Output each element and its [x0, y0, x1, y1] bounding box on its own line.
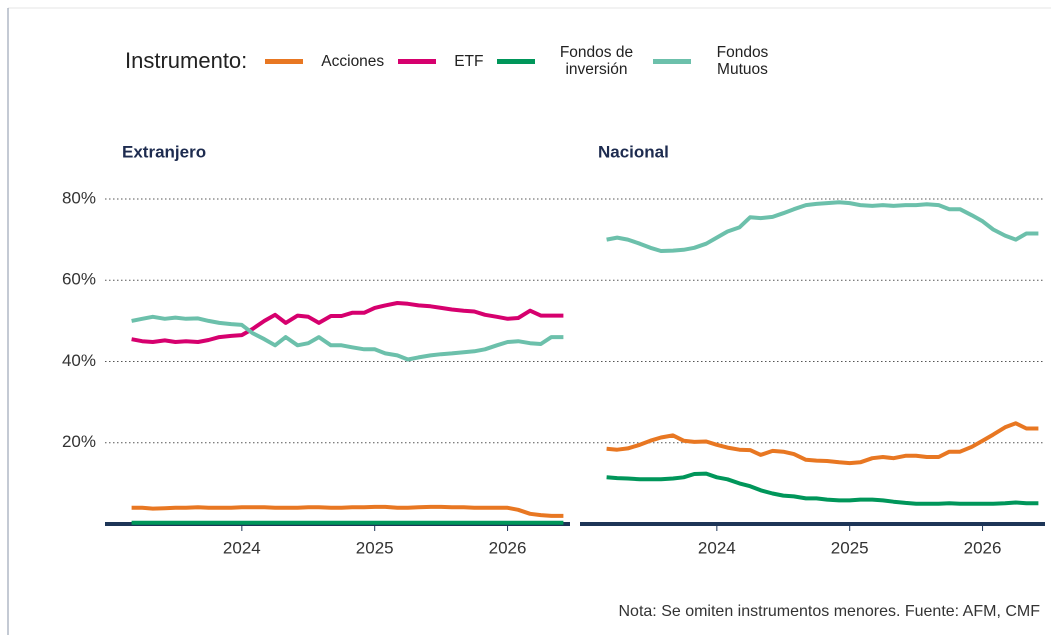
y-tick-label: 60%	[62, 270, 96, 289]
legend-item: Fondos Mutuos	[653, 44, 775, 78]
facet-title: Extranjero	[122, 142, 206, 161]
x-tick-label: 2025	[356, 538, 394, 557]
facet-title: Nacional	[598, 142, 669, 161]
note: Nota: Se omiten instrumentos menores. Fu…	[619, 603, 1041, 620]
series-line	[606, 200, 1039, 253]
x-tick-label: 2024	[223, 538, 261, 557]
series-line	[606, 471, 1039, 506]
y-tick-label: 20%	[62, 432, 96, 451]
legend-item: Acciones	[265, 53, 384, 70]
legend-title: Instrumento:	[125, 48, 248, 73]
x-tick-label: 2026	[489, 538, 527, 557]
legend-label: ETF	[454, 52, 484, 70]
legend-swatch	[497, 58, 536, 64]
x-tick-label: 2026	[964, 538, 1002, 557]
x-tick-label: 2025	[831, 538, 869, 557]
legend-label: Fondos de inversión	[559, 44, 634, 78]
legend-swatch	[265, 58, 304, 64]
x-tick-label: 2024	[698, 538, 736, 557]
series-line	[606, 421, 1039, 466]
y-tick-label: 40%	[62, 351, 96, 370]
series-line	[131, 301, 564, 344]
y-tick-label: 80%	[62, 188, 96, 207]
legend-label: Acciones	[321, 52, 385, 70]
series-line	[131, 314, 564, 362]
series-line	[131, 504, 564, 518]
legend-swatch	[653, 58, 692, 64]
legend-item: ETF	[398, 53, 483, 70]
legend-label: Fondos Mutuos	[716, 44, 769, 78]
legend: Instrumento: Acciones ETF Fondos de invers…	[125, 38, 789, 84]
legend-swatch	[398, 58, 437, 64]
legend-item: Fondos de inversión	[497, 44, 639, 78]
